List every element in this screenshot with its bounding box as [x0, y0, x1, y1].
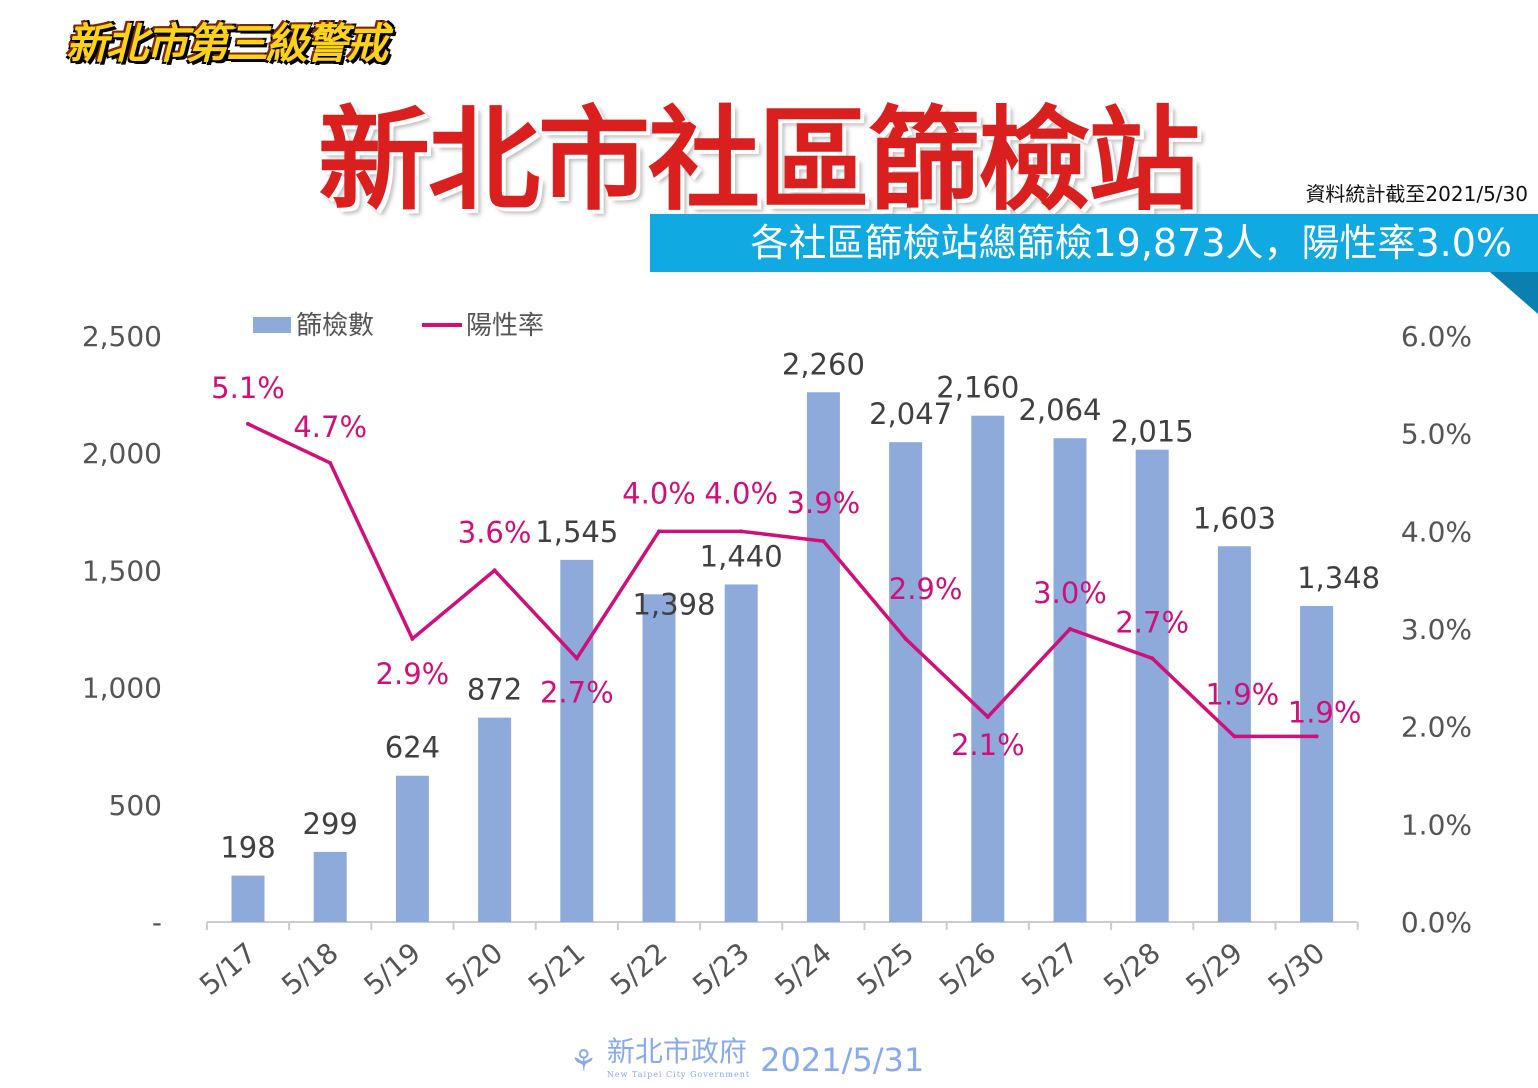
rate-point	[246, 421, 250, 426]
bar-value-label: 2,064	[1018, 393, 1101, 427]
rate-value-label: 3.9%	[787, 486, 861, 520]
legend-bar-label: 篩檢數	[296, 311, 374, 341]
rate-value-label: 4.0%	[704, 476, 778, 510]
rate-value-label: 4.7%	[293, 410, 367, 444]
y-left-tick-label: 2,000	[82, 437, 162, 470]
x-tick-label: 5/29	[1180, 936, 1249, 1002]
rate-point	[1314, 734, 1319, 739]
rate-point	[985, 714, 990, 719]
x-tick-label: 5/20	[440, 936, 509, 1002]
x-tick-label: 5/27	[1015, 936, 1084, 1002]
bar	[231, 875, 265, 922]
y-right-tick-label: 2.0%	[1401, 711, 1472, 744]
y-left-tick-label: 1,500	[82, 554, 162, 587]
y-right-tick-label: 3.0%	[1401, 613, 1472, 646]
bar-value-label: 2,015	[1111, 415, 1194, 449]
rate-value-label: 3.6%	[458, 515, 532, 549]
data-as-of: 資料統計截至2021/5/30	[1305, 182, 1528, 206]
rate-point	[821, 539, 826, 544]
x-tick-label: 5/21	[522, 936, 591, 1002]
x-tick-label: 5/19	[358, 936, 427, 1002]
rate-value-label: 3.0%	[1033, 576, 1107, 610]
bar	[560, 559, 594, 922]
page-title: 新北市社區篩檢站	[318, 96, 1200, 226]
bar-value-label: 2,047	[869, 397, 952, 431]
rate-point	[328, 460, 333, 465]
org-name: 新北市政府	[606, 1035, 747, 1068]
y-right-tick-label: 6.0%	[1401, 320, 1472, 353]
rate-value-label: 1.9%	[1206, 677, 1280, 711]
summary-banner: 各社區篩檢站總篩檢19,873人，陽性率3.0%	[650, 214, 1538, 272]
x-tick-label: 5/18	[275, 936, 344, 1002]
rate-value-label: 2.7%	[1115, 605, 1189, 639]
rate-point	[1068, 627, 1072, 631]
legend-line-label: 陽性率	[466, 311, 544, 341]
bar	[395, 775, 429, 922]
bar-value-label: 2,260	[782, 347, 865, 381]
y-right-tick-label: 1.0%	[1401, 808, 1472, 841]
rate-point	[410, 636, 415, 641]
bar-value-label: 624	[385, 731, 440, 765]
y-left-tick-label: 1,000	[82, 672, 162, 705]
bar	[1135, 449, 1169, 922]
rate-value-label: 2.7%	[540, 675, 614, 709]
rate-point	[739, 529, 744, 534]
rate-point	[574, 656, 579, 661]
bar	[1300, 606, 1334, 922]
bar	[642, 594, 676, 922]
rate-value-label: 5.1%	[211, 371, 285, 405]
bar-value-label: 872	[467, 673, 522, 707]
footer-date: 2021/5/31	[760, 1041, 925, 1079]
x-tick-label: 5/22	[604, 936, 673, 1002]
bar	[478, 717, 512, 922]
legend-bar-swatch	[253, 317, 291, 333]
banner-corner-decoration	[1490, 272, 1538, 314]
x-tick-label: 5/25	[851, 936, 920, 1002]
city-logo-icon: ⚘	[570, 1044, 597, 1079]
rate-point	[1232, 734, 1237, 739]
bar	[313, 851, 347, 922]
bar	[971, 415, 1005, 922]
y-right-tick-label: 4.0%	[1401, 515, 1472, 548]
rate-value-label: 2.1%	[951, 728, 1025, 762]
x-tick-label: 5/17	[193, 936, 262, 1002]
footer: ⚘ 新北市政府 New Taipei City Government 2021/…	[570, 1030, 924, 1079]
rate-value-label: 4.0%	[622, 476, 696, 510]
rate-value-label: 2.9%	[376, 657, 450, 691]
y-left-tick-label: 2,500	[82, 320, 162, 353]
rate-value-label: 1.9%	[1288, 695, 1362, 729]
rate-point	[492, 568, 497, 573]
bar-value-label: 2,160	[936, 371, 1019, 405]
x-tick-label: 5/26	[933, 936, 1002, 1002]
bar-value-label: 1,398	[632, 587, 715, 621]
bar-value-label: 198	[220, 831, 275, 865]
rate-point	[657, 529, 661, 534]
x-tick-label: 5/28	[1097, 936, 1166, 1002]
bar-value-label: 1,603	[1193, 501, 1276, 535]
y-right-tick-label: 5.0%	[1401, 418, 1472, 451]
x-tick-label: 5/30	[1262, 936, 1331, 1002]
legend: 篩檢數 陽性率	[253, 311, 544, 341]
y-left-tick-label: -	[152, 906, 162, 939]
positive-rate-line	[247, 422, 1317, 739]
bar	[1053, 438, 1087, 922]
bar	[724, 584, 758, 922]
rate-point	[1150, 656, 1155, 661]
bar-value-label: 1,440	[700, 539, 783, 573]
y-right-tick-label: 0.0%	[1401, 906, 1472, 939]
bar	[889, 442, 923, 922]
rate-point	[903, 636, 908, 641]
bar-value-label: 1,545	[535, 515, 618, 549]
bar-value-label: 1,348	[1297, 561, 1380, 595]
x-tick-label: 5/23	[686, 936, 755, 1002]
bar-value-label: 299	[303, 807, 358, 841]
x-tick-label: 5/24	[769, 936, 838, 1002]
y-left-tick-label: 500	[109, 789, 162, 822]
rate-value-label: 2.9%	[889, 572, 963, 606]
alert-level-badge: 新北市第三級警戒	[66, 19, 388, 68]
bar	[806, 392, 840, 923]
org-name-en: New Taipei City Government	[606, 1070, 751, 1079]
